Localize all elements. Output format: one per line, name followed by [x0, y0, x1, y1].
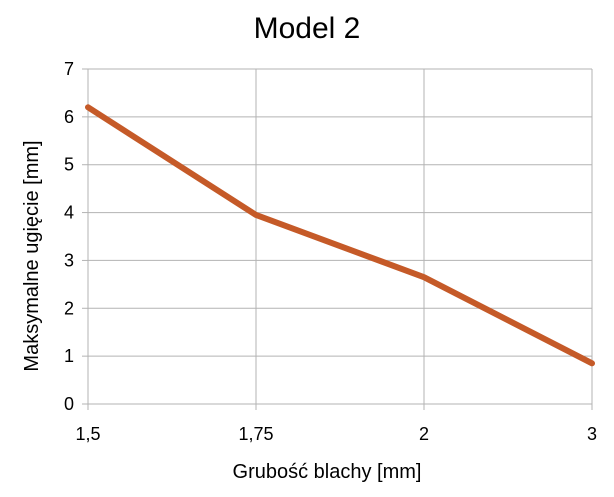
x-axis-ticks: 1,5 1,75 2 3 — [75, 404, 597, 444]
series-line — [85, 104, 595, 367]
y-tick-label: 4 — [64, 203, 74, 223]
y-tick-label: 7 — [64, 59, 74, 79]
x-tick-label: 1,75 — [238, 424, 273, 444]
grid — [87, 68, 593, 405]
x-tick-label: 1,5 — [75, 424, 100, 444]
x-axis-label: Grubość blachy [mm] — [233, 461, 422, 483]
y-axis-label: Maksymalne ugięcie [mm] — [21, 140, 43, 371]
y-tick-label: 0 — [64, 394, 74, 414]
x-tick-label: 3 — [587, 424, 597, 444]
y-tick-label: 2 — [64, 298, 74, 318]
y-tick-label: 5 — [64, 155, 74, 175]
y-tick-label: 1 — [64, 346, 74, 366]
y-tick-label: 6 — [64, 107, 74, 127]
chart-title: Model 2 — [254, 12, 361, 45]
x-tick-label: 2 — [419, 424, 429, 444]
y-tick-label: 3 — [64, 250, 74, 270]
y-axis-ticks: 0 1 2 3 4 5 6 7 — [64, 59, 88, 414]
